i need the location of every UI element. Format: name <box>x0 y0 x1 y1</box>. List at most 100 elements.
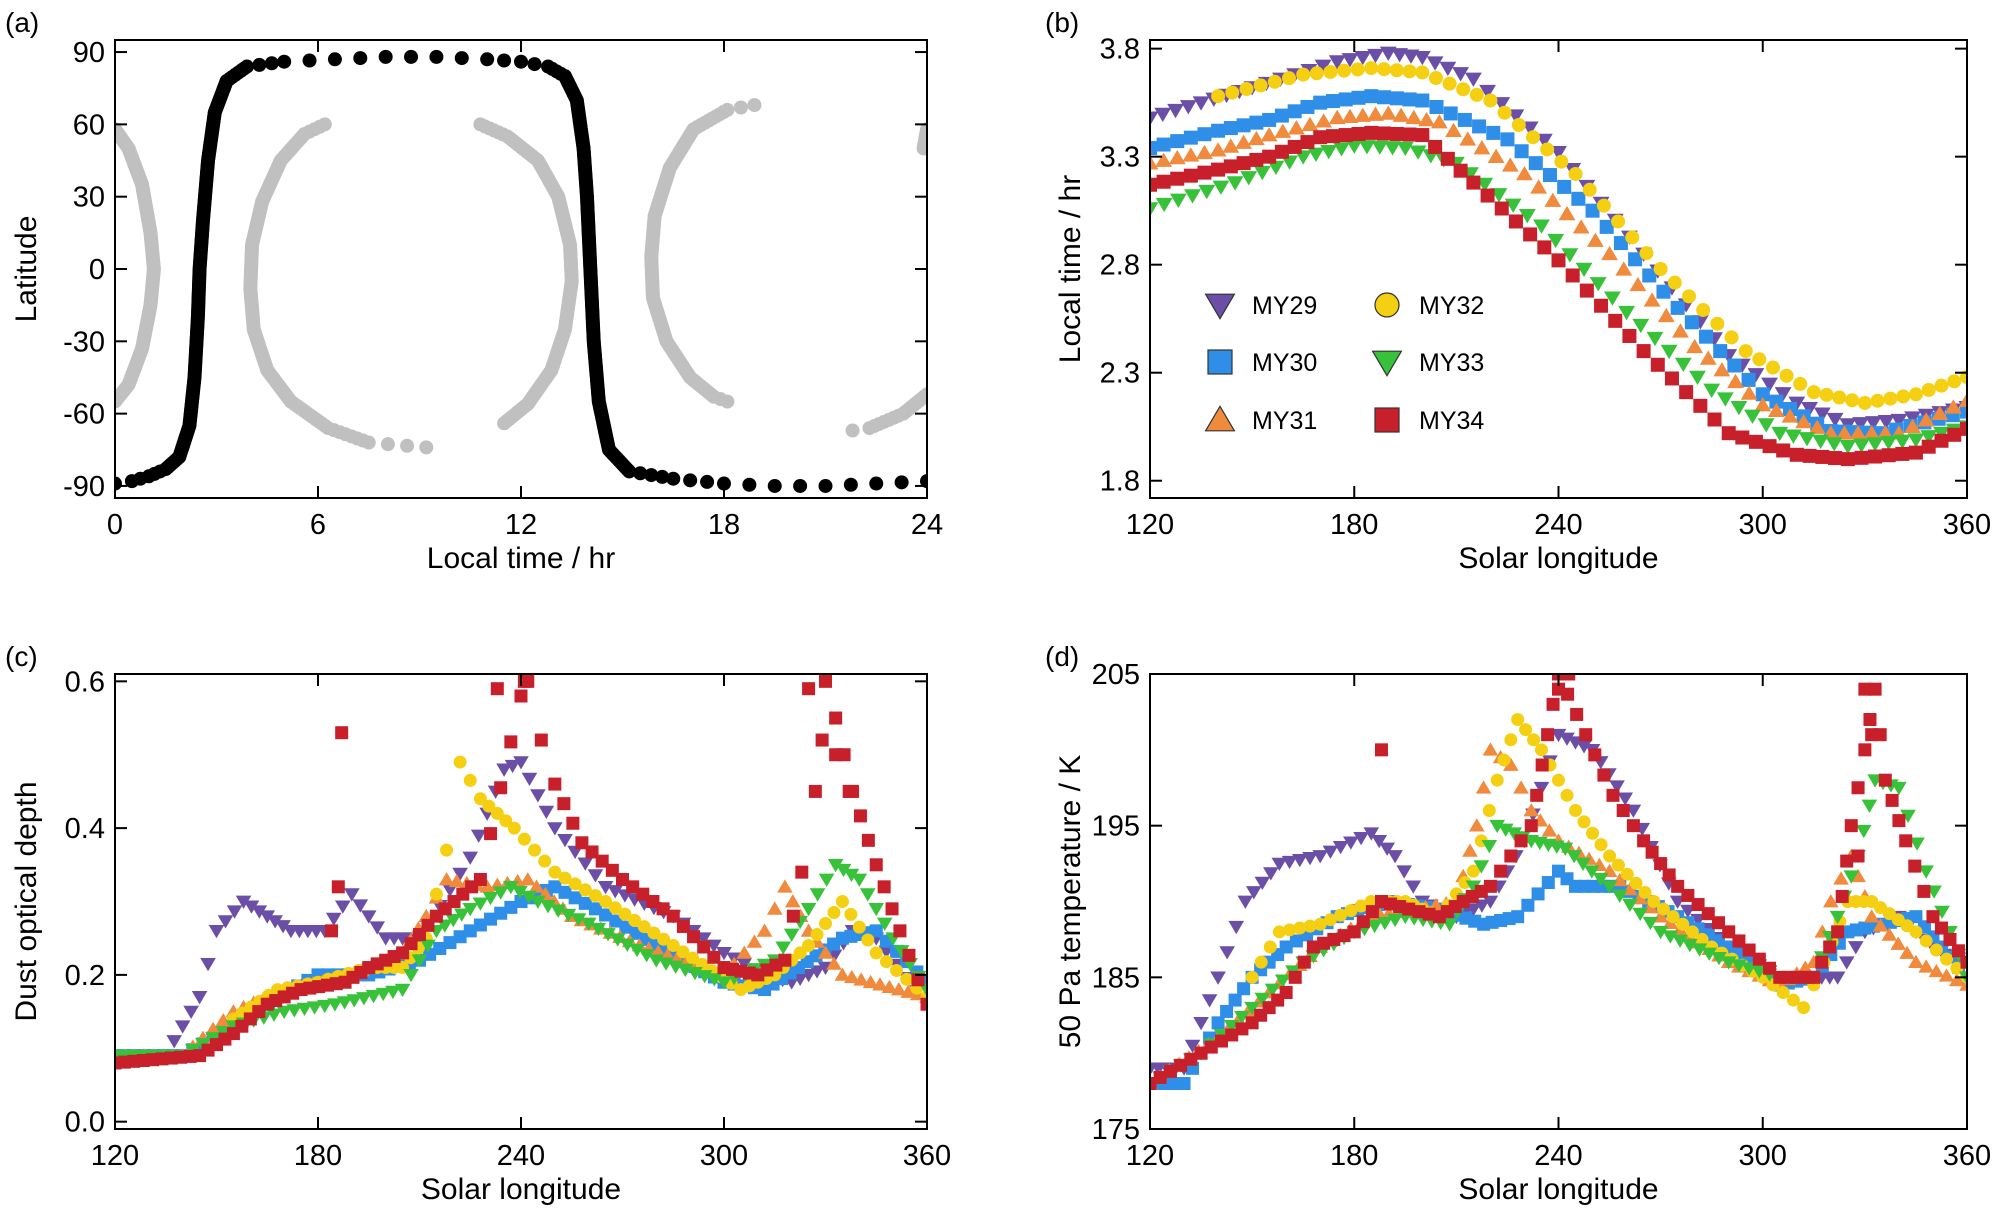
data-point <box>1184 1039 1201 1053</box>
data-point <box>1198 184 1216 200</box>
data-point <box>1534 743 1548 757</box>
data-point <box>264 56 279 71</box>
data-point <box>1493 97 1511 112</box>
data-point <box>1670 300 1685 315</box>
data-point <box>1333 142 1350 157</box>
data-point <box>1237 982 1251 996</box>
data-point <box>1896 389 1911 404</box>
data-point <box>1254 992 1271 1006</box>
data-point <box>818 478 833 493</box>
data-point <box>1571 191 1586 206</box>
data-point <box>1691 943 1708 957</box>
data-point <box>629 943 645 958</box>
data-point <box>1523 227 1538 242</box>
data-point <box>557 797 571 811</box>
data-point <box>687 930 701 944</box>
data-point <box>1440 151 1455 166</box>
data-point <box>1235 134 1253 149</box>
data-point <box>599 895 613 908</box>
data-point <box>1211 89 1226 104</box>
data-point <box>893 945 910 959</box>
data-point <box>852 920 866 934</box>
data-point <box>226 905 243 919</box>
data-point <box>365 990 382 1004</box>
data-point <box>519 872 536 886</box>
data-point <box>1909 910 1923 924</box>
data-point <box>1211 123 1226 138</box>
legend: MY29 MY30 MY31 MY32 MY33 MY34 <box>1204 292 1484 435</box>
data-point <box>1831 925 1845 939</box>
data-point <box>1267 160 1285 176</box>
data-point <box>1594 298 1609 313</box>
panel-label: (c) <box>5 641 38 672</box>
data-point <box>1579 728 1593 742</box>
data-point <box>1544 192 1562 207</box>
data-point <box>327 52 342 67</box>
data-point <box>1752 952 1766 966</box>
data-point <box>686 951 700 965</box>
data-point <box>861 933 875 947</box>
data-point <box>1798 432 1816 447</box>
data-point <box>277 54 292 69</box>
data-point <box>777 879 793 893</box>
legend-label: MY34 <box>1419 407 1484 435</box>
x-tick-label: 180 <box>1330 509 1378 541</box>
data-point <box>1334 908 1348 922</box>
data-point <box>1795 413 1812 429</box>
data-point <box>1843 870 1860 884</box>
data-point <box>1150 1062 1158 1076</box>
data-point <box>676 919 690 933</box>
data-point <box>1519 723 1533 737</box>
data-point <box>1236 156 1251 171</box>
data-point <box>636 887 650 901</box>
data-point <box>644 468 659 483</box>
legend-label: MY31 <box>1252 407 1317 435</box>
data-point <box>1541 728 1555 742</box>
data-point <box>514 689 528 703</box>
data-point <box>783 928 800 942</box>
data-point <box>1154 107 1172 122</box>
data-point <box>494 906 508 920</box>
data-point <box>1225 85 1240 100</box>
data-point <box>217 915 234 929</box>
data-point <box>473 918 487 932</box>
data-point <box>1415 93 1430 108</box>
data-point <box>1497 823 1514 837</box>
data-point <box>1412 905 1426 919</box>
data-point <box>1735 430 1750 445</box>
legend-label: MY33 <box>1419 349 1484 377</box>
data-point <box>1271 857 1288 871</box>
data-point <box>1392 107 1410 122</box>
data-point <box>548 777 562 791</box>
data-point <box>1672 323 1689 338</box>
data-point <box>1566 850 1582 864</box>
data-point <box>1296 67 1311 82</box>
data-point <box>1183 168 1198 183</box>
data-point <box>514 54 528 69</box>
data-point <box>453 930 467 944</box>
data-point <box>540 900 556 914</box>
data-point <box>676 945 690 959</box>
data-point <box>1637 834 1651 848</box>
data-point <box>463 773 477 787</box>
data-point <box>440 843 454 857</box>
x-tick-label: 24 <box>911 509 943 541</box>
data-point <box>1341 108 1359 123</box>
data-point <box>869 858 883 872</box>
data-point <box>527 57 542 72</box>
y-tick-label: -30 <box>63 326 105 358</box>
data-point <box>1599 219 1614 234</box>
data-point <box>1482 742 1499 756</box>
data-point <box>1486 125 1501 140</box>
data-point <box>1507 109 1525 124</box>
data-point <box>534 733 548 747</box>
y-tick-label: 0.2 <box>65 960 105 992</box>
data-point <box>1586 826 1600 840</box>
data-point <box>1917 412 1935 427</box>
data-point <box>1170 134 1185 149</box>
data-point <box>1351 126 1366 141</box>
data-point <box>1589 277 1607 292</box>
y-tick-label: 175 <box>1092 1114 1140 1146</box>
data-point <box>1494 201 1509 216</box>
data-point <box>1807 970 1821 984</box>
